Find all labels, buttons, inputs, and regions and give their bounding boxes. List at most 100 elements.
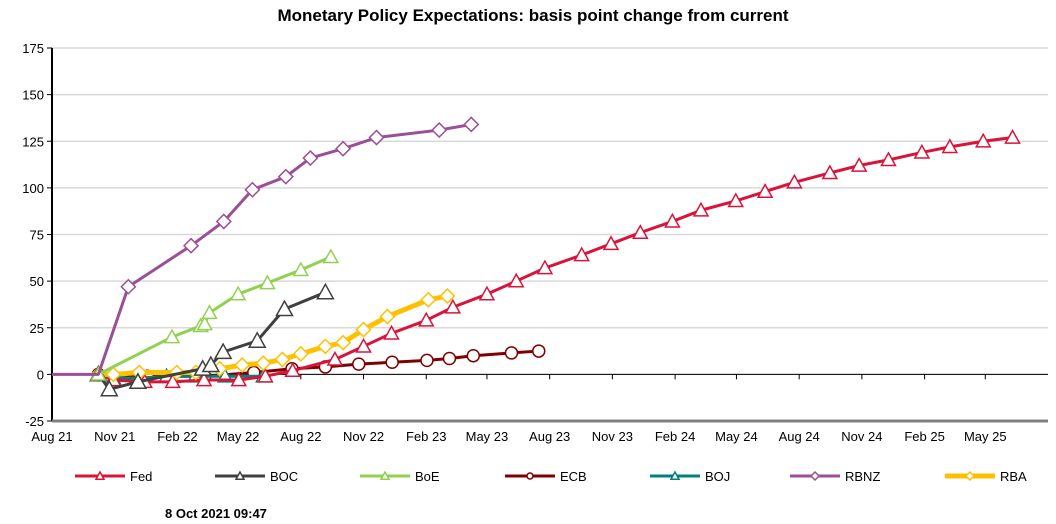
data-point-boe [196,315,213,331]
data-point-boc [128,372,148,389]
series-line-rbnz [52,122,472,376]
data-point-rbnz [277,168,294,185]
data-point-rba [105,366,122,383]
x-tick-label: Feb 22 [157,429,197,444]
data-point-fed [632,224,649,239]
data-point-fed [941,138,959,154]
legend-marker-rba [964,470,976,482]
data-point-rba [379,308,396,325]
timestamp: 8 Oct 2021 09:47 [165,506,267,521]
data-point-fed [507,272,525,288]
x-tick-label: Nov 22 [343,429,384,444]
data-point-boc [213,342,233,360]
legend-marker-rbnz [809,470,821,482]
data-point-rba [420,291,437,308]
legend-label-boj: BOJ [705,469,730,484]
y-tick-label: 50 [30,274,44,289]
data-point-boe [259,274,276,290]
data-point-rbnz [215,213,232,230]
data-point-rba [355,321,372,338]
data-point-rbnz [463,116,480,133]
data-point-rba [335,334,352,351]
legend-marker-fed [94,470,106,480]
data-point-fed [786,173,803,189]
data-point-rbnz [302,149,319,167]
x-tick-label: Aug 21 [31,429,72,444]
data-point-fed [727,192,745,208]
y-tick-label: -25 [25,414,44,429]
data-point-ecb [420,353,434,368]
legend-label-boe: BoE [415,469,440,484]
data-point-rba [274,351,291,368]
chart-title: Monetary Policy Expectations: basis poin… [277,6,789,25]
data-point-rbnz [244,181,261,198]
legend-item-fed: Fed [75,469,152,484]
data-point-rba [292,345,309,362]
data-point-fed [195,371,213,387]
data-point-boe [163,328,181,344]
data-point-fed [756,183,774,198]
data-point-rbnz [120,278,137,295]
data-point-fed [284,362,301,377]
data-point-boe [201,304,218,320]
data-point-fed [444,298,462,314]
x-tick-label: Feb 24 [655,429,695,444]
data-point-ecb [504,346,519,360]
y-tick-label: 100 [22,181,44,196]
data-point-ecb [352,357,366,371]
legend-marker-boe [379,470,391,480]
data-point-fed [850,156,868,172]
data-point-fed [880,151,897,167]
data-point-fed [974,132,992,148]
legend-item-boe: BoE [360,469,440,484]
y-tick-label: 125 [22,134,44,149]
data-point-fed [478,285,496,301]
legend-label-ecb: ECB [560,469,587,484]
data-point-boc [275,299,294,317]
legend-marker-ecb [526,472,534,480]
data-point-rba [317,338,334,355]
data-point-fed [326,350,344,366]
data-point-fed [536,259,554,275]
y-tick-label: 25 [30,321,44,336]
x-tick-label: Feb 23 [406,429,446,444]
data-point-fed [573,246,590,262]
data-point-boe [292,261,310,277]
legend-marker-boc [234,470,246,480]
data-point-fed [164,373,181,389]
data-point-fed [383,324,400,340]
data-point-fed [230,371,248,387]
data-point-boc [316,282,335,300]
data-point-fed [664,212,681,228]
series-rba [90,287,456,383]
data-point-fed [1004,128,1021,144]
y-tick-label: 75 [30,228,44,243]
data-point-rbnz [431,121,448,139]
data-point-ecb [466,348,481,363]
data-point-boc [247,331,267,348]
data-point-boe [229,285,247,301]
data-point-rba [255,355,272,372]
data-point-fed [355,337,372,353]
data-point-fed [417,311,435,327]
data-point-rbnz [335,140,352,157]
data-point-fed [692,201,710,217]
legend-item-rbnz: RBNZ [790,469,880,484]
data-point-fed [257,367,274,383]
data-point-boe [322,248,340,264]
legend-item-rba: RBA [945,469,1027,484]
data-point-fed [602,235,620,251]
x-tick-label: May 25 [964,429,1007,444]
x-tick-label: Aug 22 [280,429,321,444]
y-tick-label: 150 [22,88,44,103]
x-tick-label: Nov 23 [592,429,633,444]
data-point-boc [99,379,119,397]
data-point-rbnz [368,129,385,146]
data-point-ecb [385,355,399,370]
data-point-fed [913,143,931,159]
legend-label-rbnz: RBNZ [845,469,880,484]
x-tick-label: Nov 24 [841,429,882,444]
data-point-fed [821,164,839,180]
series-fed [90,128,1021,389]
